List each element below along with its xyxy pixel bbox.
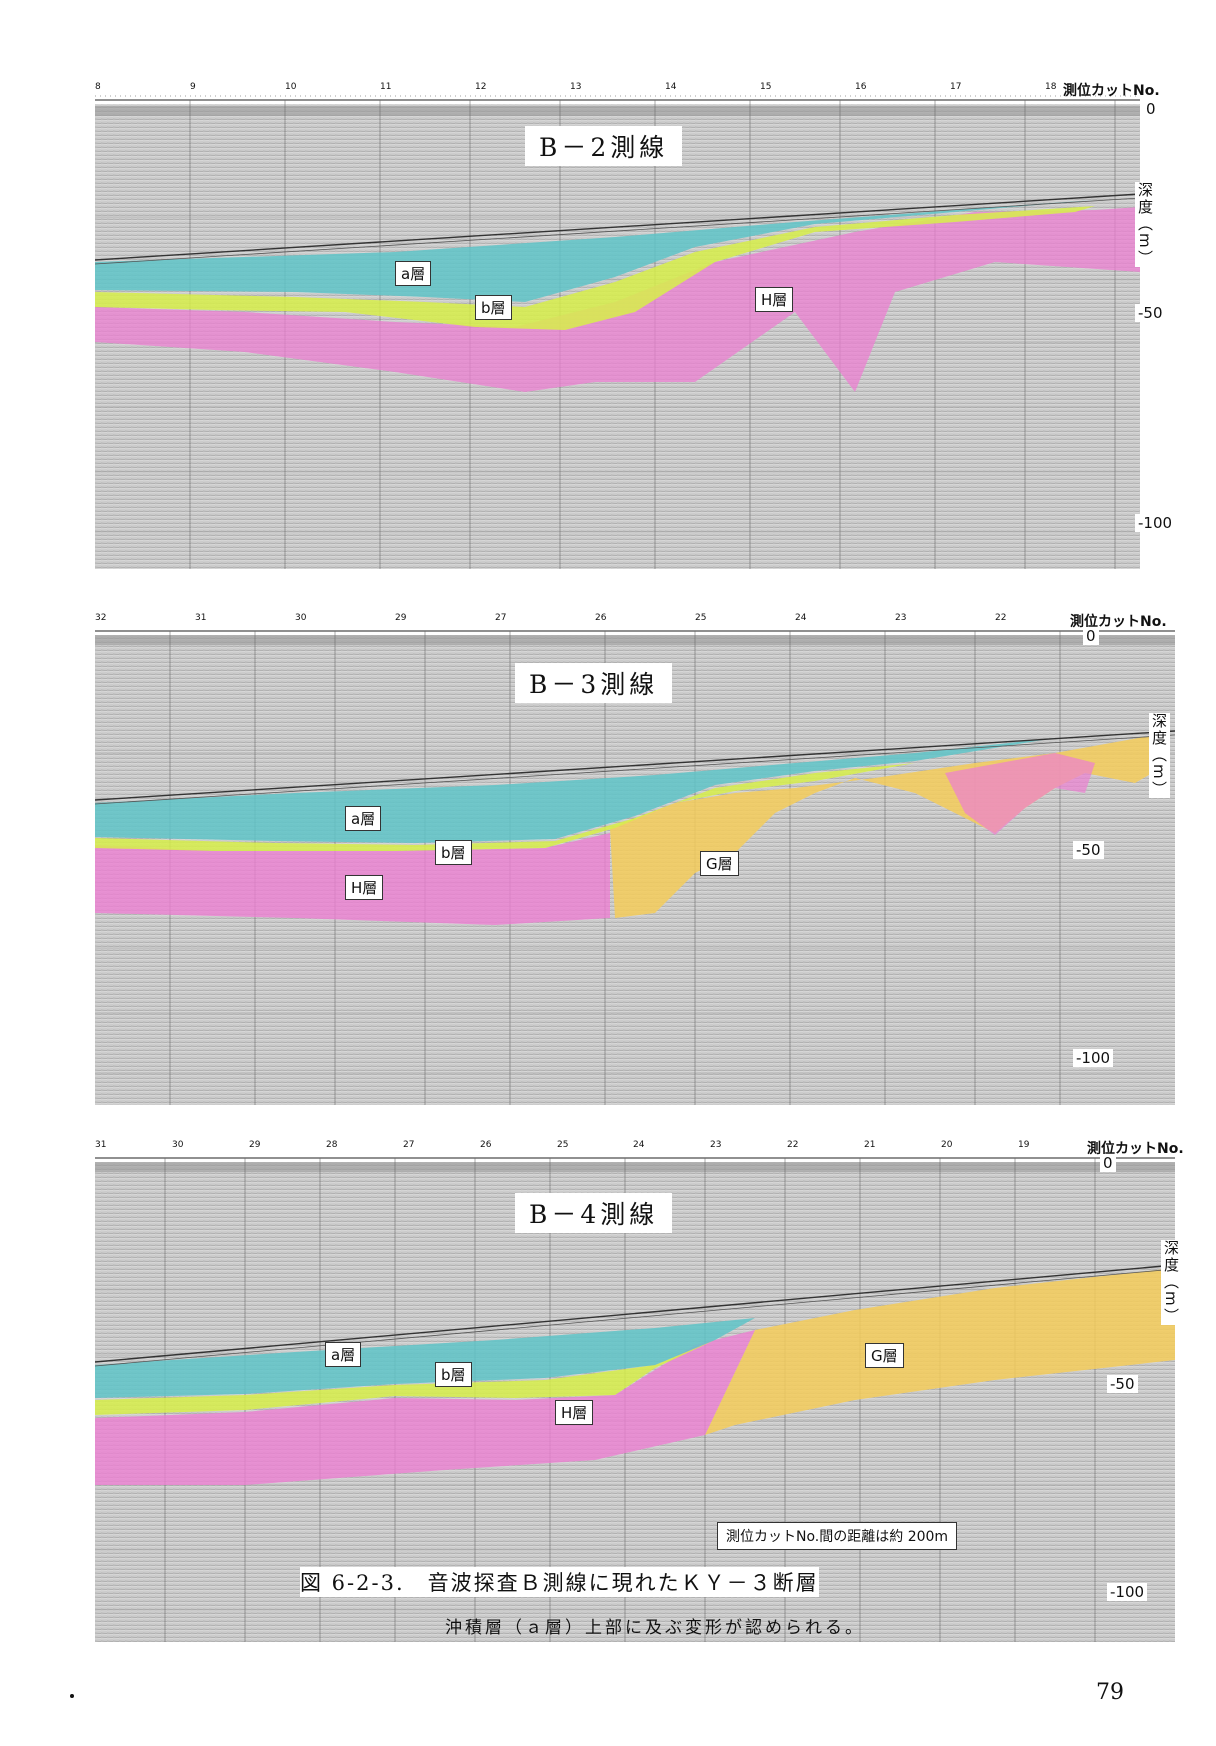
- seismic-profile-b3: [95, 630, 1175, 1105]
- cut-number-tick: 24: [633, 1140, 645, 1150]
- cut-number-tick: 13: [570, 82, 582, 92]
- depth-0: 0: [1083, 627, 1099, 645]
- layer-label-g: G層: [700, 851, 739, 876]
- depth-axis-title: 深度（m）: [1149, 713, 1170, 798]
- layer-label-g: G層: [865, 1343, 904, 1368]
- cut-number-tick: 9: [190, 82, 196, 92]
- layer-label-h: H層: [555, 1400, 594, 1425]
- distance-note: 測位カットNo.間の距離は約 200m: [717, 1522, 958, 1550]
- cut-number-tick: 29: [395, 613, 407, 623]
- h-layer-b4: [95, 1330, 755, 1485]
- b-layer-b3: [95, 763, 915, 851]
- cut-number-tick: 22: [787, 1140, 799, 1150]
- cut-number-tick: 27: [403, 1140, 415, 1150]
- profile-title: B－2測線: [525, 126, 683, 166]
- page-number: 79: [1096, 1680, 1124, 1705]
- cut-number-tick: 19: [1018, 1140, 1030, 1150]
- depth-minus100: -100: [1073, 1049, 1114, 1067]
- cut-number-tick: 26: [595, 613, 607, 623]
- depth-minus50: -50: [1073, 841, 1104, 859]
- seismic-profile-b2: [95, 95, 1141, 569]
- cut-number-label: 測位カットNo.: [1063, 83, 1160, 99]
- cut-number-tick: 31: [95, 1140, 107, 1150]
- cut-number-tick: 20: [941, 1140, 953, 1150]
- a-layer-b2: [95, 200, 1095, 302]
- figure-caption: 図 6-2-3. 音波探査Ｂ測線に現れたＫＹ－３断層: [300, 1567, 819, 1597]
- cut-number-tick: 23: [710, 1140, 722, 1150]
- cut-number-tick: 27: [495, 613, 507, 623]
- cut-number-tick: 8: [95, 82, 101, 92]
- profile-panel-b4: 測位カットNo. B－4測線 a層 b層 H層 G層 0 深度（m） -50 -…: [95, 1140, 1184, 1650]
- depth-0: 0: [1100, 1154, 1116, 1172]
- layer-label-a: a層: [395, 261, 432, 286]
- layer-label-h: H層: [755, 287, 794, 312]
- cut-number-label: 測位カットNo.: [1087, 1141, 1184, 1157]
- depth-minus50: -50: [1107, 1375, 1138, 1393]
- cut-number-tick: 11: [380, 82, 392, 92]
- cut-number-tick: 17: [950, 82, 962, 92]
- cut-number-tick: 16: [855, 82, 867, 92]
- figure-subcaption: 沖積層（ａ層）上部に及ぶ変形が認められる。: [445, 1618, 865, 1638]
- cut-number-tick: 12: [475, 82, 487, 92]
- cut-number-tick: 31: [195, 613, 207, 623]
- layer-label-b: b層: [475, 295, 512, 320]
- depth-axis-title: 深度（m）: [1161, 1240, 1182, 1325]
- cut-number-tick: 26: [480, 1140, 492, 1150]
- seismic-profile-b4: [95, 1157, 1175, 1642]
- cut-number-tick: 25: [695, 613, 707, 623]
- cut-number-tick: 15: [760, 82, 772, 92]
- depth-0: 0: [1143, 100, 1159, 118]
- b-layer-b4: [95, 1340, 715, 1415]
- margin-dot: [70, 1694, 74, 1698]
- layer-label-a: a層: [325, 1342, 362, 1367]
- layer-label-b: b層: [435, 1362, 472, 1387]
- cut-number-tick: 21: [864, 1140, 876, 1150]
- cut-number-tick: 24: [795, 613, 807, 623]
- profile-panel-b2: 測位カットNo. B－2測線 a層 b層 H層 0 深度（m） -50 -100…: [95, 82, 1176, 582]
- a-layer-b3: [95, 738, 1055, 843]
- depth-minus100: -100: [1135, 514, 1176, 532]
- cut-number-tick: 22: [995, 613, 1007, 623]
- layer-label-b: b層: [435, 840, 472, 865]
- depth-minus100: -100: [1107, 1583, 1148, 1601]
- b-layer-b2: [95, 206, 1095, 330]
- cut-number-tick: 23: [895, 613, 907, 623]
- depth-axis-title: 深度（m）: [1135, 182, 1156, 267]
- layer-label-h: H層: [345, 875, 384, 900]
- cut-number-tick: 28: [326, 1140, 338, 1150]
- profile-title: B－4測線: [515, 1193, 673, 1233]
- cut-number-tick: 18: [1045, 82, 1057, 92]
- cut-number-tick: 30: [172, 1140, 184, 1150]
- profile-panel-b3: 測位カットNo. B－3測線 a層 b層 H層 G層 0 深度（m） -50 -…: [95, 613, 1175, 1113]
- g-layer-b4: [705, 1268, 1175, 1435]
- a-layer-b4: [95, 1318, 755, 1398]
- cut-number-tick: 14: [665, 82, 677, 92]
- depth-minus50: -50: [1135, 304, 1166, 322]
- profile-title: B－3測線: [515, 663, 673, 703]
- cut-number-tick: 30: [295, 613, 307, 623]
- cut-number-tick: 29: [249, 1140, 261, 1150]
- h-layer-b2: [95, 207, 1140, 392]
- cut-number-tick: 25: [557, 1140, 569, 1150]
- cut-number-label: 測位カットNo.: [1070, 614, 1167, 630]
- cut-number-tick: 32: [95, 613, 107, 623]
- layer-label-a: a層: [345, 806, 382, 831]
- cut-number-tick: 10: [285, 82, 297, 92]
